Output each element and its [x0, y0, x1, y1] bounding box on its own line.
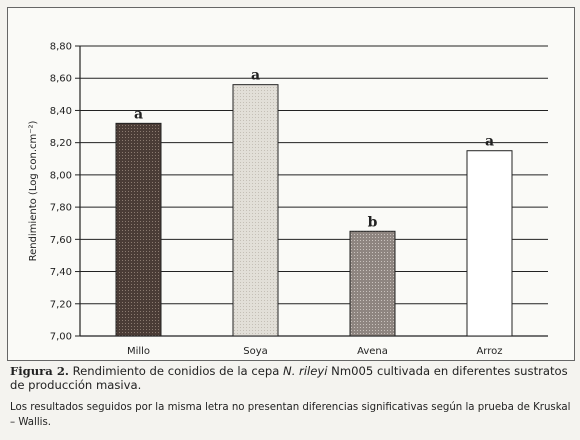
- x-tick-label: Soya: [243, 346, 268, 357]
- y-tick-label: 7,40: [50, 267, 72, 278]
- x-tick-label: Millo: [127, 346, 150, 357]
- y-tick-label: 7,60: [50, 235, 72, 246]
- significance-letter: a: [251, 68, 260, 84]
- y-tick-label: 7,80: [50, 203, 72, 214]
- y-tick-label: 7,20: [50, 299, 72, 310]
- y-tick-label: 8,60: [50, 74, 72, 85]
- significance-letter: a: [134, 106, 143, 122]
- y-tick-label: 7,00: [50, 332, 72, 343]
- bar-chart: 7,00 7,20 7,40 7,60 7,80 8,00 8,20 8,40 8,60 8,80…: [28, 42, 548, 357]
- caption-text-before: Rendimiento de conidios de la cepa: [72, 364, 280, 378]
- x-tick-label: Arroz: [476, 346, 502, 357]
- bar-arroz: [466, 150, 513, 337]
- y-tick-label: 8,00: [50, 170, 72, 181]
- y-tick-label: 8,40: [50, 106, 72, 117]
- y-tick-label: 8,20: [50, 138, 72, 149]
- bar-avena: [349, 230, 396, 337]
- caption-text-after: Nm005 cultivada en diferentes sustratos …: [10, 364, 568, 392]
- y-axis-label: Rendimiento (Log con.cm⁻²): [28, 120, 39, 261]
- bar-millo: [115, 122, 162, 337]
- caption-label: Figura 2.: [10, 364, 69, 378]
- significance-letter: b: [368, 214, 378, 230]
- y-tick-label: 8,80: [50, 42, 72, 53]
- caption-note: Los resultados seguidos por la misma let…: [10, 402, 571, 428]
- x-tick-label: Avena: [357, 346, 388, 357]
- significance-letter: a: [485, 134, 494, 150]
- bar-soya: [232, 84, 279, 337]
- caption-organism: N. rileyi: [283, 364, 328, 378]
- figure-caption: Figura 2. Rendimiento de conidios de la …: [10, 364, 575, 392]
- chart-frame: 7,00 7,20 7,40 7,60 7,80 8,00 8,20 8,40 8,60 8,80…: [7, 7, 575, 361]
